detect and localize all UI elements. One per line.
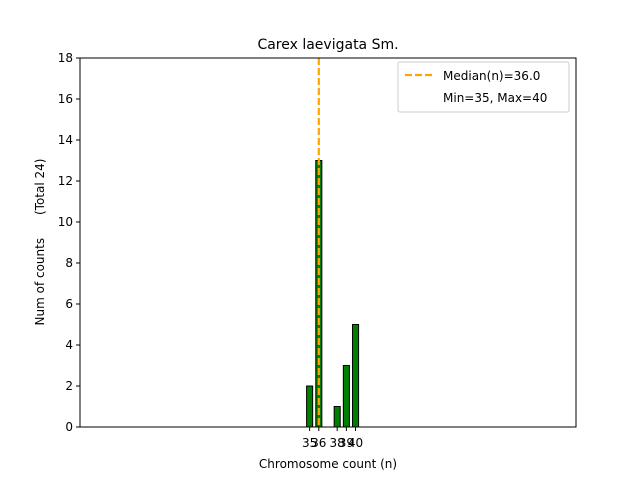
y-tick-label-14: 14: [58, 133, 73, 147]
y-tick-label-12: 12: [58, 174, 73, 188]
y-tick-label-4: 4: [65, 338, 73, 352]
y-tick-label-18: 18: [58, 51, 73, 65]
y-tick-label-16: 16: [58, 92, 73, 106]
x-tick-label-36: 36: [311, 436, 326, 450]
legend-range-label: Min=35, Max=40: [443, 91, 547, 105]
plot-area-frame: [79, 57, 577, 428]
bar-35: [306, 385, 314, 428]
y-tick-label-0: 0: [65, 420, 73, 434]
x-axis-label: Chromosome count (n): [259, 457, 397, 471]
y-tick-label-8: 8: [65, 256, 73, 270]
bar-38: [333, 406, 341, 428]
x-tick-label-39: 39: [339, 436, 354, 450]
y-axis-ticks: 0 2 4 6 8 10 12 14 16 18: [58, 51, 80, 434]
y-tick-label-2: 2: [65, 379, 73, 393]
y-tick-label-10: 10: [58, 215, 73, 229]
x-tick-label-35: 35: [302, 436, 317, 450]
chart-title: Carex laevigata Sm.: [257, 37, 398, 53]
x-tick-label-38: 38: [330, 436, 345, 450]
bar-40: [352, 324, 360, 428]
legend: Median(n)=36.0 Min=35, Max=40: [397, 61, 570, 113]
legend-median-label: Median(n)=36.0: [443, 69, 540, 83]
y-tick-label-6: 6: [65, 297, 73, 311]
legend-box: [397, 61, 570, 113]
y-axis-label: Num of counts (Total 24): [33, 159, 47, 326]
bar-39: [342, 365, 350, 428]
x-tick-label-40: 40: [348, 436, 363, 450]
